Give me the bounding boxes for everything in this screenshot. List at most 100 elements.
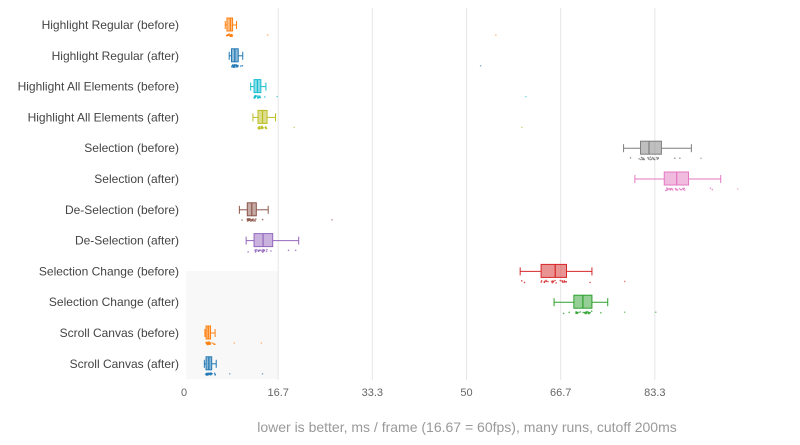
sample-point [666,187,669,190]
category-label: Selection Change (before) [39,264,179,278]
sample-point [206,373,208,375]
sample-point [647,156,649,159]
sample-point [241,64,244,67]
sample-point [650,158,653,160]
box-group [228,48,482,69]
outlier-point [525,95,527,98]
sample-point [555,282,557,284]
sample-point [562,312,565,315]
sample-point [629,157,632,159]
outlier-point [276,95,279,98]
hover-highlight [186,271,278,379]
sample-point [294,249,297,252]
sample-point [239,65,242,67]
sample-point [680,188,683,191]
sample-point [264,126,267,129]
sample-point [540,281,542,283]
sample-point [568,311,571,314]
sample-point [655,156,658,159]
sample-point [259,96,261,99]
sample-point [213,372,216,375]
x-tick-label: 16.7 [267,387,288,399]
sample-point [565,280,567,283]
sample-point [674,157,676,159]
box-group [623,140,702,161]
sample-point [678,187,681,190]
sample-point [234,64,236,66]
outlier-point [293,126,295,129]
sample-point [247,251,249,253]
sample-point [589,281,591,284]
sample-point [638,158,640,160]
sample-point [675,189,678,191]
sample-point [210,342,212,344]
sample-point [204,373,207,376]
grid-lines [277,8,656,380]
sample-point [589,311,591,314]
outlier-point [623,311,626,314]
sample-point [561,280,563,282]
box-group [204,325,263,346]
sample-point [588,312,590,315]
x-tick-label: 0 [181,387,187,399]
sample-point [575,311,577,313]
sample-point [259,95,261,97]
sample-point [257,249,260,252]
sample-point [254,95,257,98]
sample-point [260,250,263,252]
x-axis-ticks: 0 16.7 33.3 50 66.7 83.3 [181,387,666,399]
sample-point [265,250,268,253]
sample-point [641,158,644,161]
sample-point [261,125,264,128]
sample-point [210,372,212,374]
sample-point [207,372,210,375]
sample-point [711,188,714,191]
sample-point [246,218,249,221]
category-label: Highlight Regular (before) [42,18,179,32]
sample-point [262,126,265,129]
sample-point [231,66,233,68]
sample-point [253,97,256,99]
category-label: De-Selection (after) [75,234,179,248]
outlier-point [261,373,264,375]
category-label: Highlight All Elements (after) [28,110,179,124]
outlier-point [266,34,269,36]
category-label: De-Selection (before) [65,203,179,217]
category-label: Selection (after) [94,172,179,186]
sample-point [639,158,642,161]
sample-point [255,248,258,251]
sample-point [225,34,228,37]
sample-point [261,218,264,221]
outlier-point [654,311,657,314]
x-tick-label: 33.3 [362,387,383,399]
box-iqr [540,263,568,278]
box-iqr [640,140,662,155]
x-axis-title: lower is better, ms / frame (16.67 = 60f… [257,419,677,435]
category-label: Highlight Regular (after) [52,49,179,63]
category-label: Highlight All Elements (before) [18,80,179,94]
sample-point [575,312,577,315]
sample-point [523,281,526,284]
x-tick-label: 50 [460,387,472,399]
sample-point [579,311,582,313]
category-label: Selection (before) [84,141,179,155]
box-group [634,171,739,192]
sample-point [683,189,686,192]
sample-point [587,311,590,314]
sample-point [547,280,549,283]
sample-point [600,311,602,314]
box-group [224,17,497,38]
sample-point [578,311,580,314]
sample-point [657,157,659,160]
sample-point [643,158,646,161]
box-group [203,356,264,376]
sample-point [249,220,252,222]
sample-point [554,279,556,282]
sample-point [264,96,266,98]
box-group [252,109,523,130]
sample-point [671,189,674,191]
sample-point [563,281,565,283]
sample-point [545,280,548,283]
